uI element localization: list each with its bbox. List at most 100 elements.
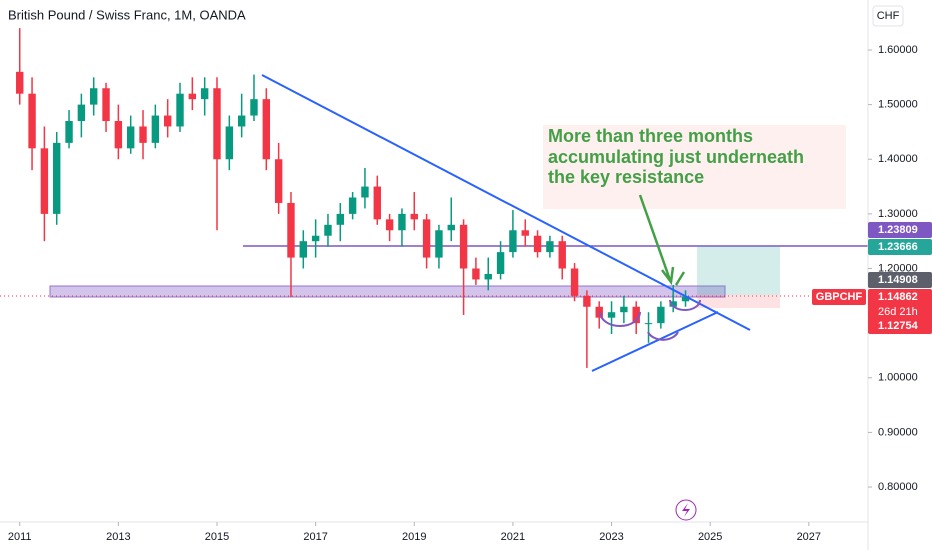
y-tick-label: 1.50000	[878, 99, 918, 111]
currency: CHF	[877, 10, 900, 22]
arc	[647, 331, 679, 341]
candle-body	[509, 230, 517, 253]
candle-body	[151, 115, 160, 143]
candle-body	[16, 71, 24, 94]
candle-body	[657, 306, 665, 324]
candle-body	[28, 93, 36, 149]
candle-body	[114, 121, 123, 149]
candle-body	[311, 235, 320, 242]
candle-body	[546, 241, 554, 253]
candle-body	[77, 104, 86, 122]
x-tick-label: 2025	[698, 531, 722, 543]
candle-body	[348, 197, 357, 214]
candle-body	[521, 230, 529, 236]
price-badge	[868, 239, 932, 255]
target-box	[697, 246, 780, 295]
candle-body	[102, 88, 110, 122]
x-tick-label: 2027	[797, 531, 821, 543]
y-tick-label: 0.90000	[878, 426, 918, 438]
price-badge-label: 1.23666	[878, 241, 918, 253]
x-tick-label: 2019	[402, 531, 426, 543]
candle-body	[287, 202, 295, 258]
trend-line	[261, 74, 751, 331]
candle-body	[607, 312, 616, 318]
candle-body	[644, 323, 653, 325]
candle-body	[65, 121, 73, 143]
price-badge-label: 1.14908	[878, 274, 918, 286]
annotation: the key resistance	[548, 167, 704, 187]
candle-body	[422, 219, 431, 258]
price-badge	[868, 272, 932, 288]
candle-body	[558, 241, 566, 269]
candle-body	[361, 186, 369, 198]
y-tick-label: 1.20000	[878, 262, 918, 274]
x-tick-label: 2013	[106, 531, 130, 543]
candle-body	[139, 126, 147, 143]
price-badge-label: 1.14862	[878, 291, 918, 303]
price-badge-label: 1.23809	[878, 224, 918, 236]
candle-body	[299, 241, 308, 258]
arc	[599, 311, 641, 327]
candle-body	[373, 186, 381, 220]
price-badge-label: 1.12754	[878, 320, 919, 332]
candle-body	[620, 306, 628, 313]
candle-body	[484, 273, 492, 280]
candle-body	[40, 148, 49, 214]
x-tick-label: 2023	[599, 531, 623, 543]
candle-body	[250, 99, 258, 116]
candle-body	[237, 115, 246, 127]
candle-body	[583, 295, 591, 307]
candle-body	[669, 301, 677, 307]
candle-body	[533, 235, 542, 253]
candle-body	[681, 296, 690, 302]
trend-line	[591, 311, 719, 372]
y-tick-label: 1.30000	[878, 208, 918, 220]
arc	[669, 299, 701, 311]
support-zone	[49, 285, 726, 298]
candle-body	[570, 268, 579, 296]
symbol-badge	[812, 289, 866, 305]
candle-body	[188, 93, 197, 100]
y-tick-label: 1.40000	[878, 153, 918, 165]
x-tick-label: 2017	[303, 531, 327, 543]
event-icon	[682, 503, 690, 517]
candle-body	[398, 213, 406, 231]
candle-body	[496, 252, 505, 274]
y-tick-label: 1.00000	[878, 372, 918, 384]
candle-body	[176, 93, 184, 127]
symbol-label: GBPCHF	[816, 291, 863, 303]
annotation-box	[543, 125, 846, 209]
x-tick-label: 2021	[501, 531, 525, 543]
candle-body	[435, 230, 443, 258]
currency-box[interactable]	[872, 5, 904, 27]
candle-body	[126, 126, 135, 149]
candle-body	[472, 268, 480, 280]
candle-body	[447, 224, 455, 231]
arrow	[674, 271, 686, 286]
chart-title: British Pound / Swiss Franc, 1M, OANDA	[8, 7, 246, 22]
candle-body	[90, 88, 98, 105]
candle-body	[53, 142, 61, 214]
candle-body	[163, 115, 172, 127]
countdown: 26d 21h	[878, 306, 918, 318]
candle-body	[336, 213, 344, 225]
candle-body	[385, 219, 394, 231]
x-tick-label: 2011	[8, 531, 32, 543]
candle-body	[632, 306, 640, 324]
candle-body	[262, 99, 271, 160]
annotation: More than three months	[548, 126, 753, 146]
candle-body	[213, 88, 221, 160]
annotation: accumulating just underneath	[548, 147, 804, 167]
stop-box	[697, 295, 780, 308]
price-badge	[868, 222, 932, 238]
candle-body	[324, 224, 332, 236]
y-tick-label: 0.80000	[878, 481, 918, 493]
price-badge	[868, 289, 932, 321]
candle-body	[459, 224, 468, 269]
arrow	[638, 194, 675, 286]
x-tick-label: 2015	[205, 531, 229, 543]
candle-body	[200, 88, 209, 100]
candle-body	[410, 213, 418, 220]
